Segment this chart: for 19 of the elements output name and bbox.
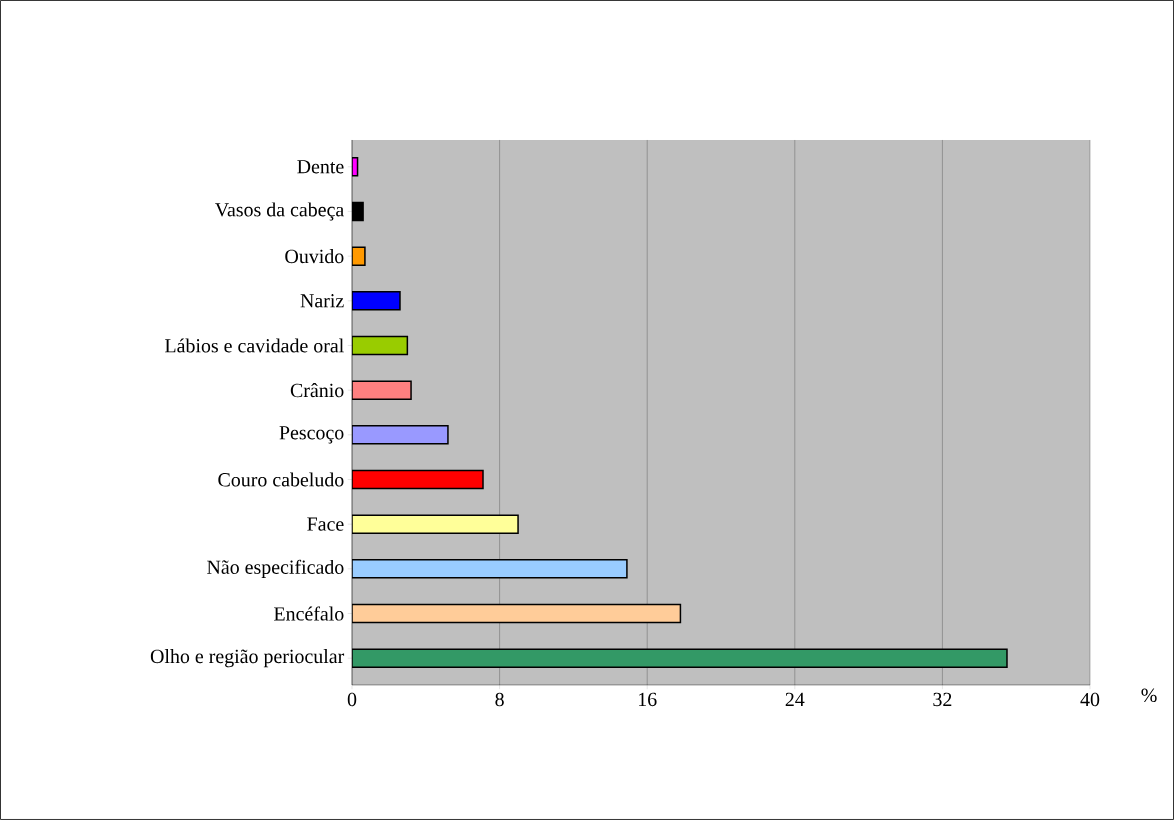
- y-tick-label: Couro cabeludo: [218, 472, 344, 487]
- y-tick-label: Pescoço: [279, 426, 344, 444]
- y-tick-label: Olho e região periocular: [150, 649, 345, 668]
- x-axis-title: %: [1141, 688, 1157, 703]
- y-tick-label: Lábios e cavidade oral: [165, 338, 344, 353]
- y-tick-label: Encéfalo: [274, 606, 344, 621]
- y-tick-label: Ouvido: [285, 249, 344, 264]
- x-tick-label: 16: [639, 692, 657, 707]
- y-tick-label: Nariz: [300, 294, 344, 308]
- x-tick-label: 0: [347, 692, 357, 707]
- y-tick-label: Vasos da cabeça: [215, 202, 344, 221]
- x-tick-label: 40: [1080, 692, 1100, 707]
- y-tick-label: Dente: [297, 160, 344, 174]
- x-tick-label: 24: [785, 692, 805, 706]
- y-tick-label: Não especificado: [207, 559, 344, 578]
- y-tick-label: Crânio: [290, 383, 344, 398]
- y-tick-label: Face: [307, 517, 344, 531]
- x-tick-label: 8: [495, 692, 504, 707]
- x-tick-label: 32: [933, 692, 952, 707]
